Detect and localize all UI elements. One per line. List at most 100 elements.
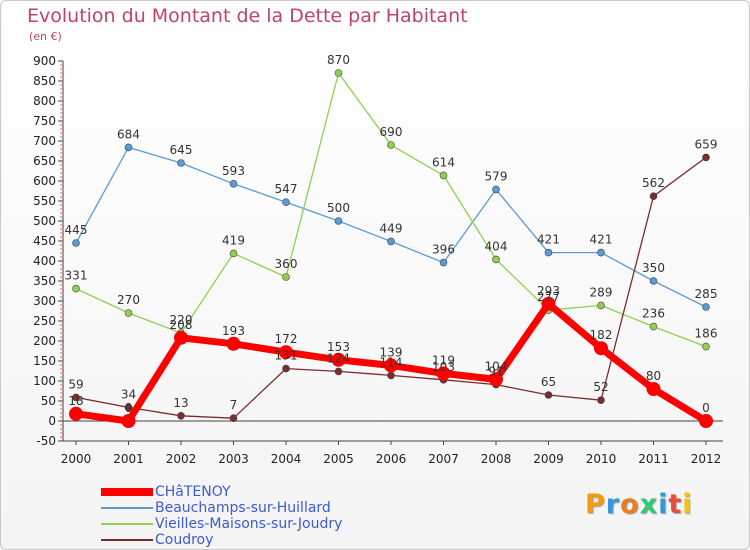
data-labels: 445 684 645 593 547 500 449 396 579 421 421 350 285 3… (65, 53, 718, 415)
point-beauchamps-sur-huillard (597, 248, 605, 257)
point-vieilles-maisons-sur-joudry (492, 255, 500, 264)
legend-item-chatenoy: CHâTENOY (101, 484, 342, 500)
logo-letter: P (585, 489, 606, 520)
point-chatenoy (331, 352, 346, 367)
x-tick-label: 2006 (376, 452, 407, 466)
y-tick-label: 550 (33, 194, 56, 208)
logo-letter: o (620, 489, 640, 520)
data-label-coudroy: 65 (541, 375, 556, 389)
point-beauchamps-sur-huillard (439, 258, 448, 267)
data-label-beauchamps-sur-huillard: 350 (642, 261, 665, 275)
point-chatenoy (279, 345, 293, 360)
data-label-beauchamps-sur-huillard: 579 (485, 169, 508, 183)
data-label-beauchamps-sur-huillard: 396 (432, 243, 455, 257)
y-tick-label: 50 (41, 394, 56, 408)
data-label-vieilles-maisons-sur-joudry: 236 (642, 307, 665, 321)
point-coudroy (544, 391, 553, 399)
point-beauchamps-sur-huillard (387, 237, 395, 246)
point-chatenoy (699, 414, 713, 428)
legend-item-coudroy: Coudroy (101, 532, 342, 548)
data-label-vieilles-maisons-sur-joudry: 419 (222, 233, 245, 247)
data-label-chatenoy: 193 (222, 324, 245, 338)
x-tick-label: 2007 (428, 452, 459, 466)
data-label-chatenoy: 153 (327, 340, 350, 354)
point-vieilles-maisons-sur-joudry (387, 141, 395, 149)
point-beauchamps-sur-huillard (72, 239, 80, 247)
x-tick-label: 2004 (271, 452, 302, 466)
x-tick-label: 2012 (691, 452, 722, 466)
data-label-beauchamps-sur-huillard: 645 (170, 143, 193, 157)
data-label-vieilles-maisons-sur-joudry: 331 (65, 269, 88, 283)
data-label-chatenoy: 139 (380, 345, 403, 359)
data-label-coudroy: 659 (695, 137, 718, 151)
point-vieilles-maisons-sur-joudry (124, 309, 133, 317)
legend-label: CHâTENOY (155, 484, 231, 500)
data-label-vieilles-maisons-sur-joudry: 277 (537, 290, 560, 304)
y-tick-label: 150 (33, 354, 56, 368)
y-tick-label: 700 (33, 134, 56, 148)
proxiti-logo: Proxiti (585, 489, 693, 520)
x-tick-label: 2009 (533, 452, 564, 466)
data-label-chatenoy: 172 (275, 332, 298, 346)
y-tick-label: 900 (33, 54, 56, 68)
point-chatenoy (384, 358, 398, 373)
axes: -50 0 50 100 150 200 250 300 350 400 450 500 550 600 6… (33, 54, 723, 466)
legend-swatch (101, 539, 153, 541)
data-label-beauchamps-sur-huillard: 684 (117, 127, 140, 141)
y-tick-label: 600 (33, 174, 56, 188)
data-label-beauchamps-sur-huillard: 500 (327, 201, 350, 215)
legend: CHâTENOY Beauchamps-sur-Huillard Vieilles-… (101, 484, 342, 548)
legend-item-beauchamps-sur-huillard: Beauchamps-sur-Huillard (101, 500, 342, 516)
data-label-chatenoy: 0 (702, 401, 710, 415)
point-beauchamps-sur-huillard (702, 303, 710, 311)
data-label-beauchamps-sur-huillard: 547 (275, 182, 298, 196)
data-label-coudroy: 52 (593, 380, 608, 394)
data-label-beauchamps-sur-huillard: 285 (695, 287, 718, 301)
point-beauchamps-sur-huillard (492, 185, 500, 194)
series-layer (69, 69, 713, 428)
y-tick-label: 450 (33, 234, 56, 248)
point-chatenoy (594, 341, 608, 356)
logo-letter: i (658, 489, 669, 520)
legend-item-vieilles-maisons-sur-joudry: Vieilles-Maisons-sur-Joudry (101, 516, 342, 532)
data-label-chatenoy: 80 (646, 369, 661, 383)
point-beauchamps-sur-huillard (649, 277, 658, 285)
y-tick-label: 0 (48, 414, 56, 428)
x-tick-label: 2008 (481, 452, 512, 466)
point-chatenoy (226, 336, 241, 351)
data-label-vieilles-maisons-sur-joudry: 186 (695, 327, 718, 341)
y-tick-label: -50 (36, 434, 56, 448)
data-label-beauchamps-sur-huillard: 593 (222, 164, 245, 178)
point-chatenoy (646, 382, 661, 396)
logo-letter: x (639, 489, 659, 520)
y-tick-label: 850 (33, 74, 56, 88)
point-chatenoy (121, 414, 136, 428)
line-chart: -50 0 50 100 150 200 250 300 350 400 450 500 550 600 6… (33, 53, 723, 466)
data-label-vieilles-maisons-sur-joudry: 270 (117, 293, 140, 307)
data-label-vieilles-maisons-sur-joudry: 404 (485, 239, 508, 253)
point-coudroy (387, 371, 395, 380)
point-vieilles-maisons-sur-joudry (649, 322, 658, 331)
legend-swatch (101, 507, 153, 509)
point-beauchamps-sur-huillard (282, 198, 290, 206)
data-label-beauchamps-sur-huillard: 445 (65, 223, 88, 237)
legend-swatch (101, 488, 153, 496)
point-vieilles-maisons-sur-joudry (282, 273, 290, 281)
point-vieilles-maisons-sur-joudry (72, 284, 80, 293)
y-tick-label: 250 (33, 314, 56, 328)
y-tick-label: 400 (33, 254, 56, 268)
data-label-coudroy: 13 (173, 396, 188, 410)
point-beauchamps-sur-huillard (334, 217, 343, 225)
point-coudroy (282, 364, 290, 373)
data-label-beauchamps-sur-huillard: 449 (380, 221, 403, 235)
data-label-coudroy: 131 (275, 349, 298, 363)
legend-label: Beauchamps-sur-Huillard (155, 500, 331, 516)
x-tick-label: 2002 (166, 452, 197, 466)
data-label-chatenoy: 293 (537, 284, 560, 298)
logo-letter: i (682, 489, 693, 520)
point-chatenoy (436, 366, 451, 381)
point-coudroy (702, 153, 710, 162)
data-label-vieilles-maisons-sur-joudry: 360 (275, 257, 298, 271)
series-line-vieilles-maisons-sur-joudry (75, 72, 707, 348)
data-label-vieilles-maisons-sur-joudry: 614 (432, 155, 455, 169)
